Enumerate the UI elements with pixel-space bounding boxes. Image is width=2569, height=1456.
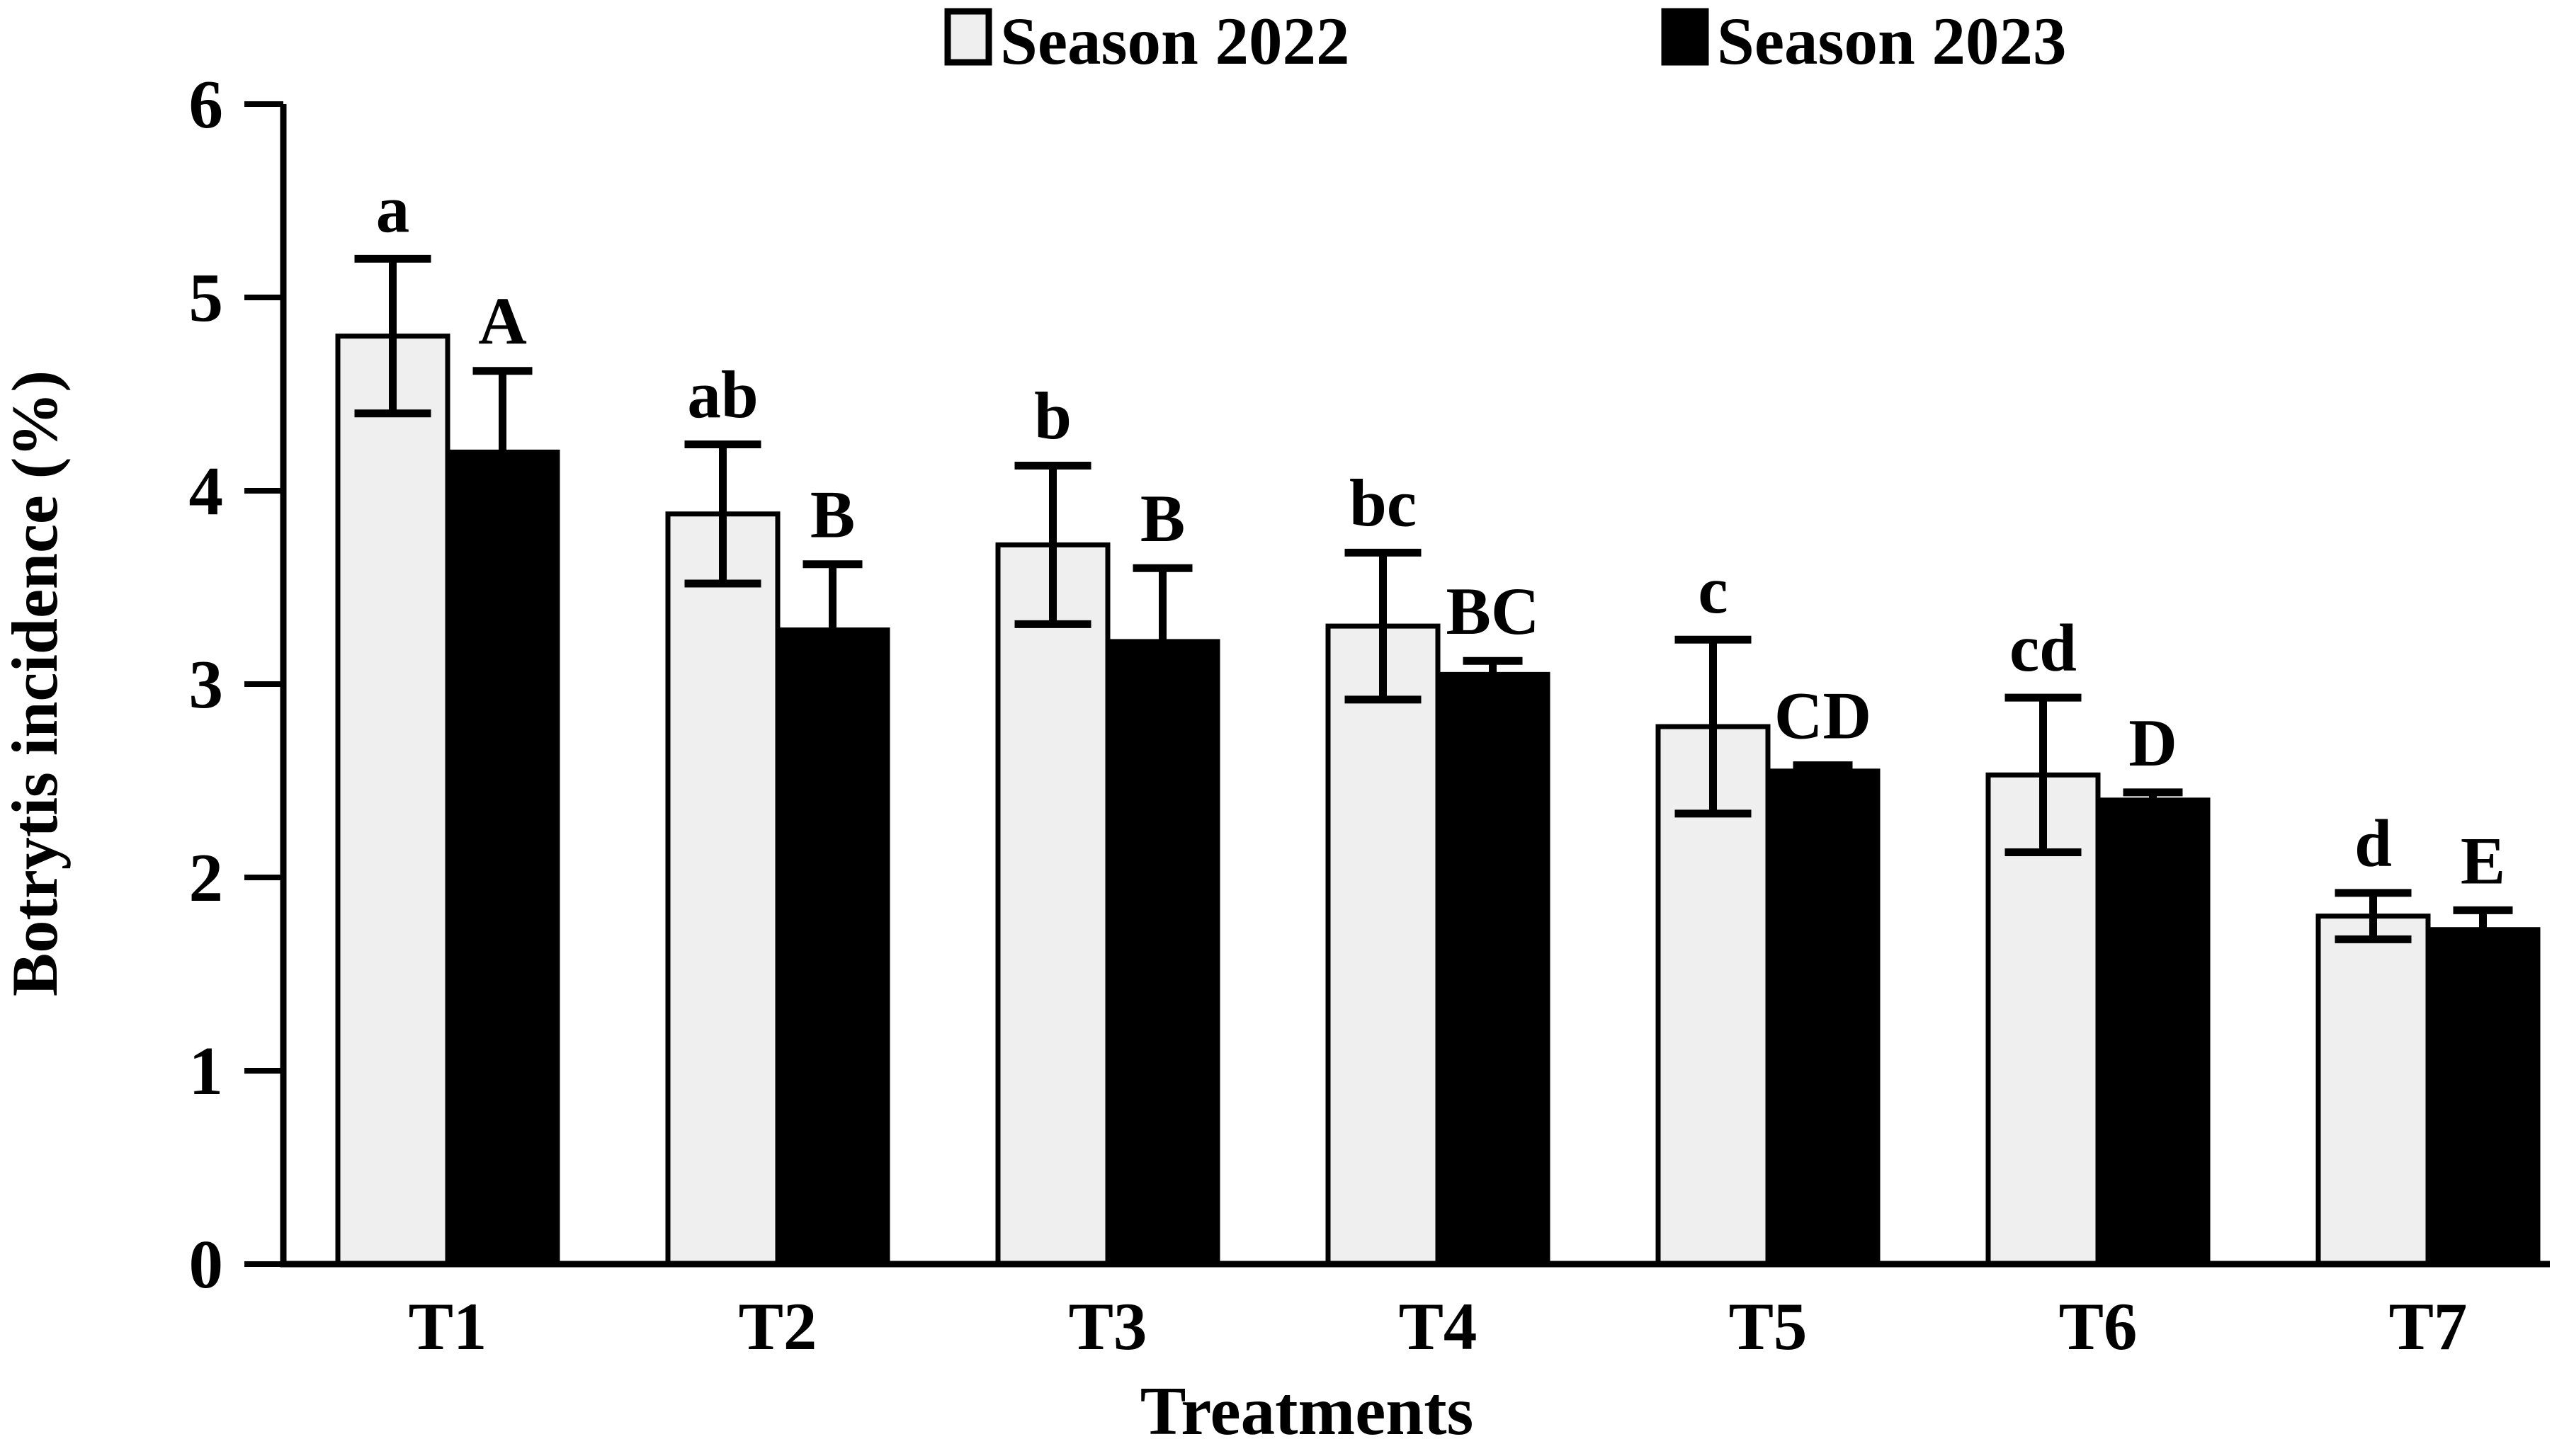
sig-label-T7-season-2023: E: [2461, 823, 2505, 898]
error-bar-T1-season-2022: [354, 254, 431, 418]
sig-label-T5-season-2022: c: [1698, 552, 1728, 627]
sig-label-T6-season-2022: cd: [2009, 610, 2077, 686]
error-bar-T5-season-2022: [1674, 635, 1752, 818]
legend: Season 2022 Season 2023: [944, 4, 2067, 79]
sig-label-T2-season-2023: B: [810, 477, 855, 552]
bar-T5-season-2023: [1765, 768, 1881, 1267]
x-tick-label-T1: T1: [409, 1289, 487, 1364]
error-bar-T3-season-2022: [1014, 462, 1091, 628]
sig-label-T5-season-2023: CD: [1774, 678, 1871, 753]
y-axis-title: Botrytis incidence (%): [0, 370, 71, 996]
sig-label-T3-season-2022: b: [1034, 379, 1072, 454]
bar-T1-season-2023: [445, 449, 560, 1267]
legend-label-season-2023: Season 2023: [1717, 4, 2067, 79]
sig-label-T7-season-2022: d: [2354, 806, 2392, 881]
error-bar-T4-season-2022: [1344, 548, 1422, 704]
error-bar-T7-season-2022: [2335, 889, 2412, 943]
x-axis-title: Treatments: [1140, 1373, 1474, 1449]
y-tick-label-6: 6: [189, 67, 224, 142]
sig-label-T4-season-2023: BC: [1446, 574, 1540, 649]
bar-T3-season-2022: [995, 542, 1111, 1267]
legend-swatch-season-2023: [1661, 8, 1709, 66]
sig-label-T1-season-2022: a: [376, 171, 410, 246]
error-bar-T6-season-2022: [2004, 693, 2082, 857]
error-bar-T1-season-2023: [472, 367, 533, 538]
bar-T6-season-2023: [2095, 797, 2211, 1267]
y-tick-label-0: 0: [189, 1227, 224, 1302]
bar-T7-season-2022: [2315, 914, 2431, 1267]
error-bar-T5-season-2023: [1793, 761, 1853, 781]
error-bar-T2-season-2022: [684, 440, 761, 588]
sig-label-T1-season-2023: A: [478, 284, 527, 359]
bar-T4-season-2022: [1325, 623, 1441, 1267]
sig-label-T3-season-2023: B: [1140, 481, 1185, 556]
x-tick-label-T2: T2: [739, 1289, 817, 1364]
legend-label-season-2022: Season 2022: [1000, 4, 1350, 79]
bar-T4-season-2023: [1435, 671, 1550, 1267]
error-bar-T2-season-2023: [803, 560, 863, 700]
bar-T2-season-2023: [775, 627, 890, 1267]
bar-T3-season-2023: [1105, 639, 1220, 1267]
x-tick-label-T6: T6: [2059, 1289, 2138, 1364]
bar-T7-season-2023: [2425, 927, 2541, 1267]
sig-label-T6-season-2023: D: [2128, 705, 2177, 780]
error-bar-T7-season-2023: [2453, 906, 2513, 953]
y-tick-label-5: 5: [189, 260, 224, 336]
sig-label-T4-season-2022: bc: [1349, 465, 1417, 540]
y-tick-label-3: 3: [189, 647, 224, 722]
x-tick-label-T5: T5: [1729, 1289, 1808, 1364]
bar-T1-season-2022: [335, 334, 450, 1267]
x-tick-label-T7: T7: [2389, 1289, 2468, 1364]
x-tick-label-T3: T3: [1069, 1289, 1147, 1364]
legend-swatch-season-2022: [944, 8, 992, 66]
y-tick-label-4: 4: [189, 453, 224, 529]
error-bar-T4-season-2023: [1463, 656, 1523, 692]
error-bar-T3-season-2023: [1133, 564, 1193, 720]
y-tick-label-1: 1: [189, 1033, 224, 1109]
error-bar-T6-season-2023: [2123, 788, 2183, 812]
x-tick-label-T4: T4: [1399, 1289, 1478, 1364]
sig-label-T2-season-2022: ab: [687, 357, 758, 432]
bar-T2-season-2022: [665, 511, 781, 1267]
y-tick-label-2: 2: [189, 840, 224, 916]
